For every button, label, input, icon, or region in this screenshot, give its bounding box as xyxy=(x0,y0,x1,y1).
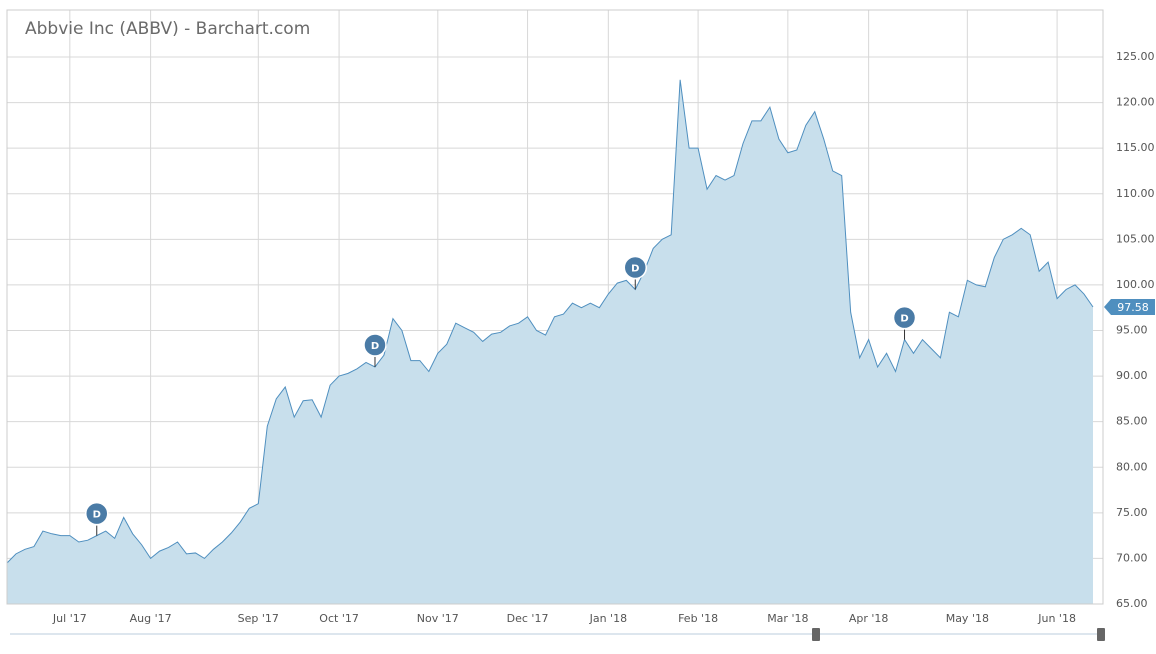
event-label: D xyxy=(93,510,101,521)
x-tick-label: Feb '18 xyxy=(678,612,718,625)
x-tick-label: Jul '17 xyxy=(52,612,87,625)
x-tick-label: Jan '18 xyxy=(589,612,627,625)
event-label: D xyxy=(371,341,379,352)
event-marker xyxy=(363,333,387,357)
y-tick-label: 75.00 xyxy=(1116,506,1148,519)
x-tick-label: Jun '18 xyxy=(1037,612,1076,625)
y-tick-label: 115.00 xyxy=(1116,141,1155,154)
x-tick-label: Dec '17 xyxy=(507,612,549,625)
area xyxy=(7,79,1093,605)
y-tick-label: 120.00 xyxy=(1116,96,1155,109)
event-marker xyxy=(85,501,109,526)
y-tick-label: 100.00 xyxy=(1116,278,1155,291)
event-label: D xyxy=(900,314,908,325)
y-tick-label: 90.00 xyxy=(1116,369,1148,382)
event-label: D xyxy=(631,263,639,274)
x-tick-label: Aug '17 xyxy=(130,612,172,625)
last-price-tag xyxy=(1104,298,1155,315)
y-tick-label: 70.00 xyxy=(1116,551,1148,564)
x-tick-label: May '18 xyxy=(946,612,989,625)
event-marker xyxy=(892,305,917,330)
x-tick-label: Oct '17 xyxy=(319,612,359,625)
x-tick-label: Apr '18 xyxy=(849,612,889,625)
y-tick-label: 65.00 xyxy=(1116,597,1148,610)
plot-border xyxy=(6,9,1104,605)
x-tick-label: Mar '18 xyxy=(767,612,808,625)
last-price-label: 97.58 xyxy=(1117,301,1149,314)
y-tick-label: 125.00 xyxy=(1116,50,1155,63)
x-tick-label: Nov '17 xyxy=(417,612,459,625)
y-tick-label: 110.00 xyxy=(1116,187,1155,200)
navigator-handle[interactable] xyxy=(812,628,820,641)
chart-title: Abbvie Inc (ABBV) - Barchart.com xyxy=(25,19,310,39)
y-tick-label: 80.00 xyxy=(1116,460,1148,473)
line xyxy=(6,79,1094,564)
event-marker xyxy=(623,255,648,280)
plot: D D D D xyxy=(6,79,1094,605)
navigator-handle[interactable] xyxy=(1097,628,1105,641)
y-tick-label: 85.00 xyxy=(1116,415,1148,428)
y-tick-label: 105.00 xyxy=(1116,232,1155,245)
x-tick-label: Sep '17 xyxy=(238,612,279,625)
y-tick-label: 95.00 xyxy=(1116,324,1148,337)
